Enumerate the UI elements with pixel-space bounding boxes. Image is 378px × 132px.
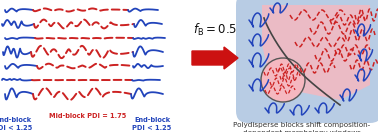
Polygon shape	[262, 5, 370, 100]
FancyBboxPatch shape	[236, 0, 378, 123]
Text: End-block
PDI < 1.25: End-block PDI < 1.25	[0, 117, 33, 131]
Text: Polydisperse blocks shift composition-
dependent morphology windows: Polydisperse blocks shift composition- d…	[233, 122, 370, 132]
Text: Mid-block PDI = 1.75: Mid-block PDI = 1.75	[50, 113, 127, 119]
FancyArrow shape	[192, 47, 238, 69]
Text: End-block
PDI < 1.25: End-block PDI < 1.25	[132, 117, 172, 131]
Circle shape	[261, 58, 305, 102]
Text: $f_{\rm B} = 0.5$: $f_{\rm B} = 0.5$	[193, 22, 237, 38]
